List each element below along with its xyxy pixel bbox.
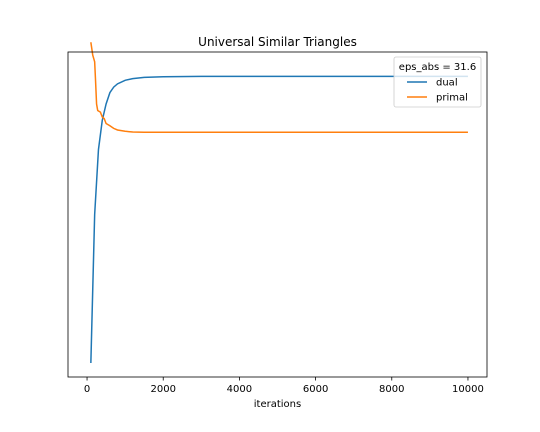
- legend-label-dual: dual: [436, 78, 458, 89]
- x-tick-label: 8000: [379, 384, 404, 395]
- x-axis-ticks: 0 2000 4000 6000 8000 10000: [84, 377, 484, 395]
- plot-area: [90, 42, 468, 364]
- x-tick-label: 4000: [227, 384, 252, 395]
- legend-box: [393, 56, 482, 108]
- x-tick-label: 10000: [452, 384, 484, 395]
- legend-label-primal: primal: [436, 93, 468, 104]
- series-line-primal: [90, 42, 468, 134]
- chart-title: Universal Similar Triangles: [198, 35, 357, 49]
- x-tick-label: 2000: [151, 384, 176, 395]
- axes-frame: [67, 51, 488, 378]
- x-tick-label: 0: [84, 384, 90, 395]
- legend-title: eps_abs = 31.6: [399, 62, 476, 73]
- x-tick-label: 6000: [303, 384, 328, 395]
- series-line-dual: [90, 75, 468, 364]
- x-axis-label: iterations: [254, 399, 301, 410]
- legend: eps_abs = 31.6 dual primal: [393, 56, 482, 108]
